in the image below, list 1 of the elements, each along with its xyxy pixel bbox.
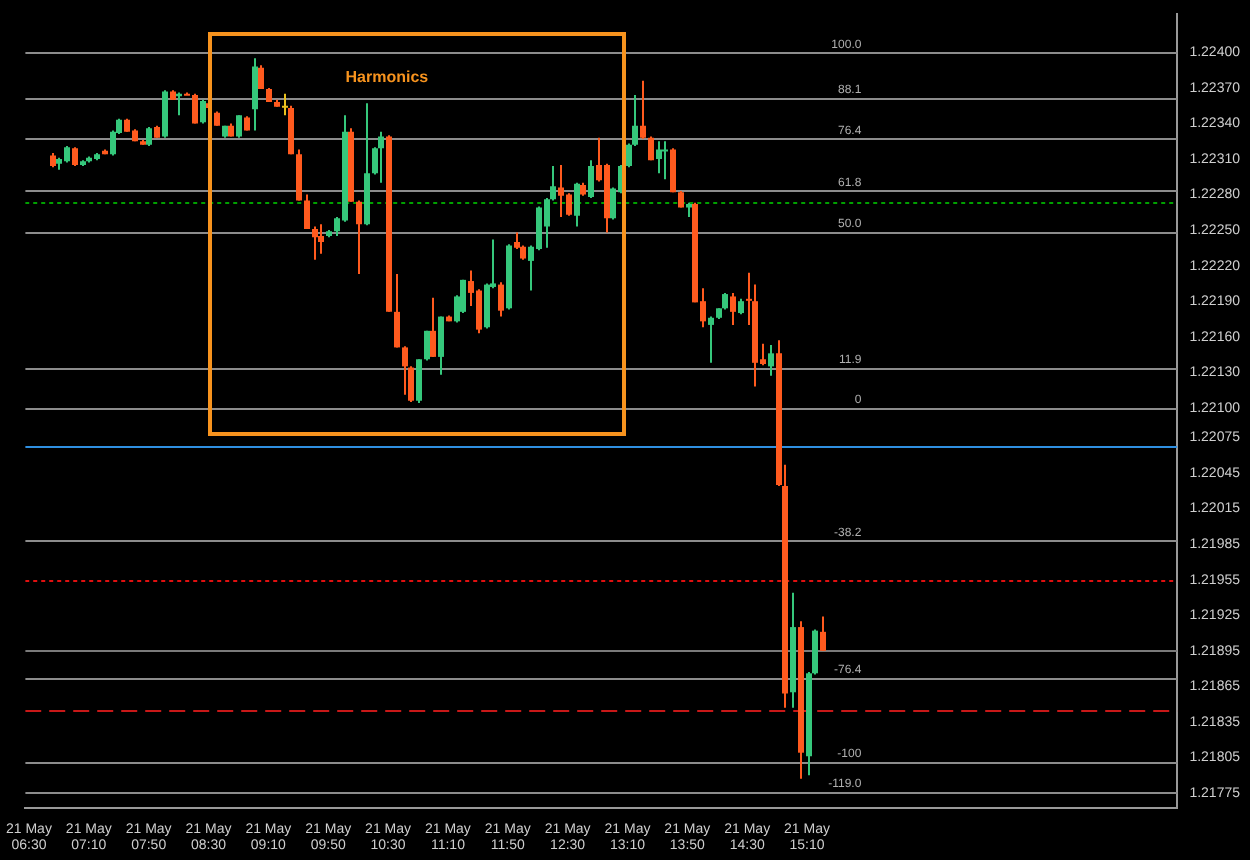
annotation: Harmonics (345, 68, 429, 87)
